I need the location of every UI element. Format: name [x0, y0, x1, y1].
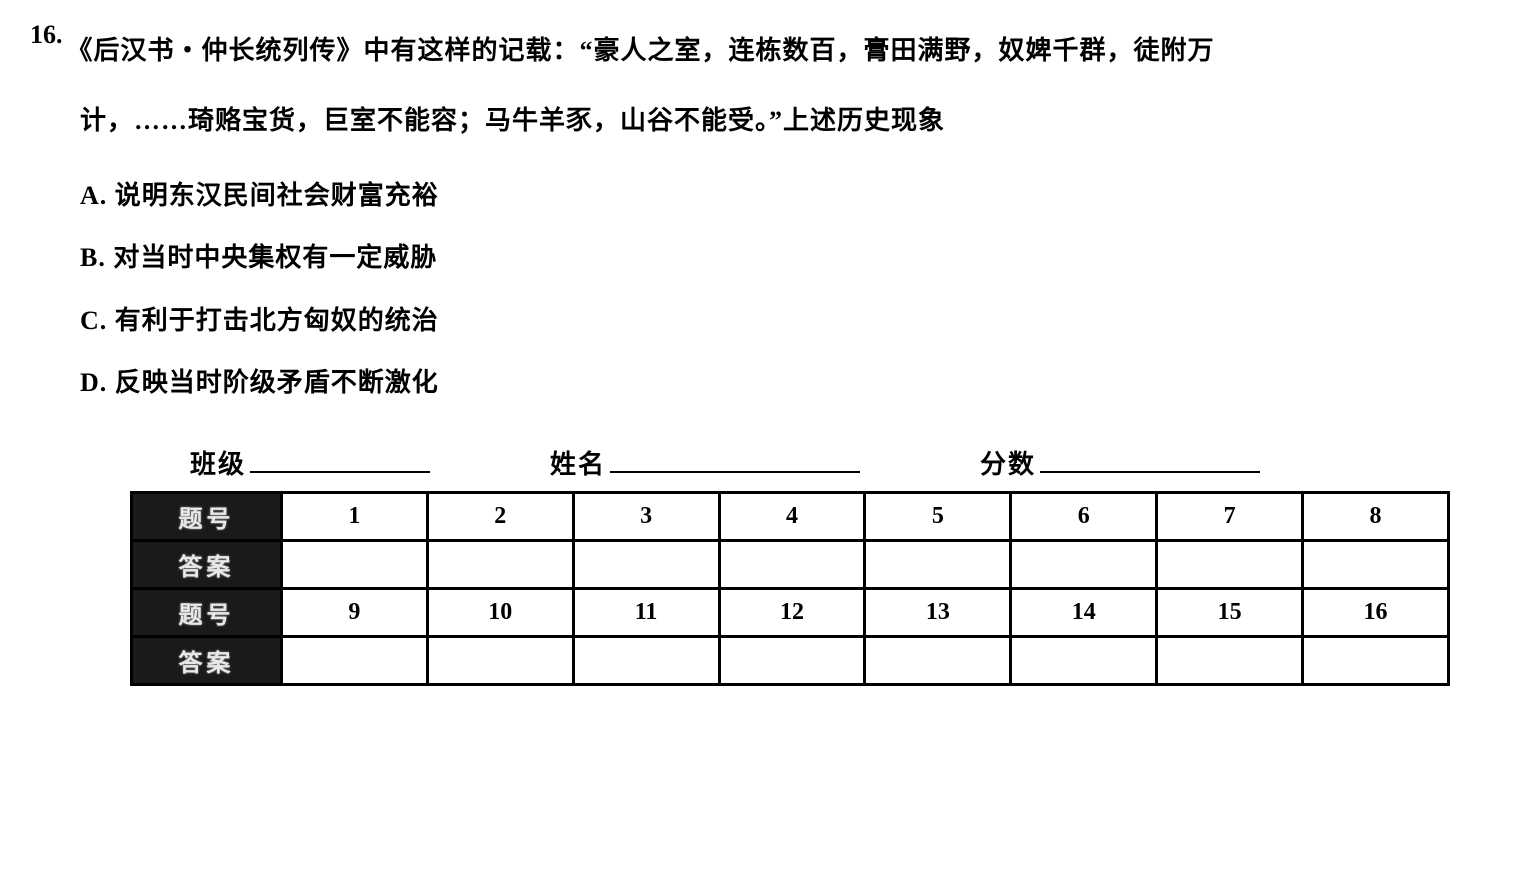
num-cell: 15 [1157, 589, 1303, 637]
answer-cell[interactable] [865, 637, 1011, 685]
row-header-question-1: 题号 [132, 493, 282, 541]
num-cell: 4 [719, 493, 865, 541]
answer-cell[interactable] [1011, 541, 1157, 589]
num-cell: 2 [427, 493, 573, 541]
num-cell: 16 [1303, 589, 1449, 637]
answer-cell[interactable] [281, 637, 427, 685]
class-underline[interactable] [250, 449, 430, 473]
class-label: 班级 [190, 444, 246, 481]
answer-cell[interactable] [427, 637, 573, 685]
name-underline[interactable] [610, 449, 860, 473]
score-label: 分数 [980, 444, 1036, 481]
score-underline[interactable] [1040, 449, 1260, 473]
answer-table: 题号 1 2 3 4 5 6 7 8 答案 题号 9 10 11 12 13 1… [130, 491, 1450, 686]
num-cell: 11 [573, 589, 719, 637]
num-cell: 1 [281, 493, 427, 541]
option-a: A. 说明东汉民间社会财富充裕 [80, 165, 1490, 227]
row-header-answer-2: 答案 [132, 637, 282, 685]
num-cell: 3 [573, 493, 719, 541]
answer-cell[interactable] [1011, 637, 1157, 685]
table-row-numbers-1: 题号 1 2 3 4 5 6 7 8 [132, 493, 1449, 541]
num-cell: 13 [865, 589, 1011, 637]
table-row-answers-1: 答案 [132, 541, 1449, 589]
table-row-answers-2: 答案 [132, 637, 1449, 685]
table-row-numbers-2: 题号 9 10 11 12 13 14 15 16 [132, 589, 1449, 637]
answer-cell[interactable] [427, 541, 573, 589]
name-label: 姓名 [550, 444, 606, 481]
name-field-group: 姓名 [550, 444, 860, 481]
answer-cell[interactable] [865, 541, 1011, 589]
question-text-line1: 《后汉书・仲长统列传》中有这样的记载：“豪人之室，连栋数百，膏田满野，奴婢千群，… [67, 20, 1215, 82]
num-cell: 5 [865, 493, 1011, 541]
row-header-answer-1: 答案 [132, 541, 282, 589]
option-c: C. 有利于打击北方匈奴的统治 [80, 290, 1490, 352]
answer-cell[interactable] [573, 541, 719, 589]
num-cell: 6 [1011, 493, 1157, 541]
answer-cell[interactable] [1303, 637, 1449, 685]
question-number: 16. [30, 20, 63, 50]
num-cell: 7 [1157, 493, 1303, 541]
row-header-question-2: 题号 [132, 589, 282, 637]
answer-cell[interactable] [1157, 637, 1303, 685]
num-cell: 14 [1011, 589, 1157, 637]
option-d: D. 反映当时阶级矛盾不断激化 [80, 352, 1490, 414]
option-b: B. 对当时中央集权有一定威胁 [80, 227, 1490, 289]
answer-cell[interactable] [573, 637, 719, 685]
question-text-line2: 计，……琦赂宝货，巨室不能容；马牛羊豕，山谷不能受。”上述历史现象 [80, 90, 1490, 152]
num-cell: 10 [427, 589, 573, 637]
class-field-group: 班级 [190, 444, 430, 481]
answer-cell[interactable] [719, 637, 865, 685]
num-cell: 9 [281, 589, 427, 637]
num-cell: 8 [1303, 493, 1449, 541]
num-cell: 12 [719, 589, 865, 637]
form-labels-row: 班级 姓名 分数 [190, 444, 1490, 481]
answer-cell[interactable] [1157, 541, 1303, 589]
answer-cell[interactable] [281, 541, 427, 589]
answer-cell[interactable] [1303, 541, 1449, 589]
answer-cell[interactable] [719, 541, 865, 589]
score-field-group: 分数 [980, 444, 1260, 481]
